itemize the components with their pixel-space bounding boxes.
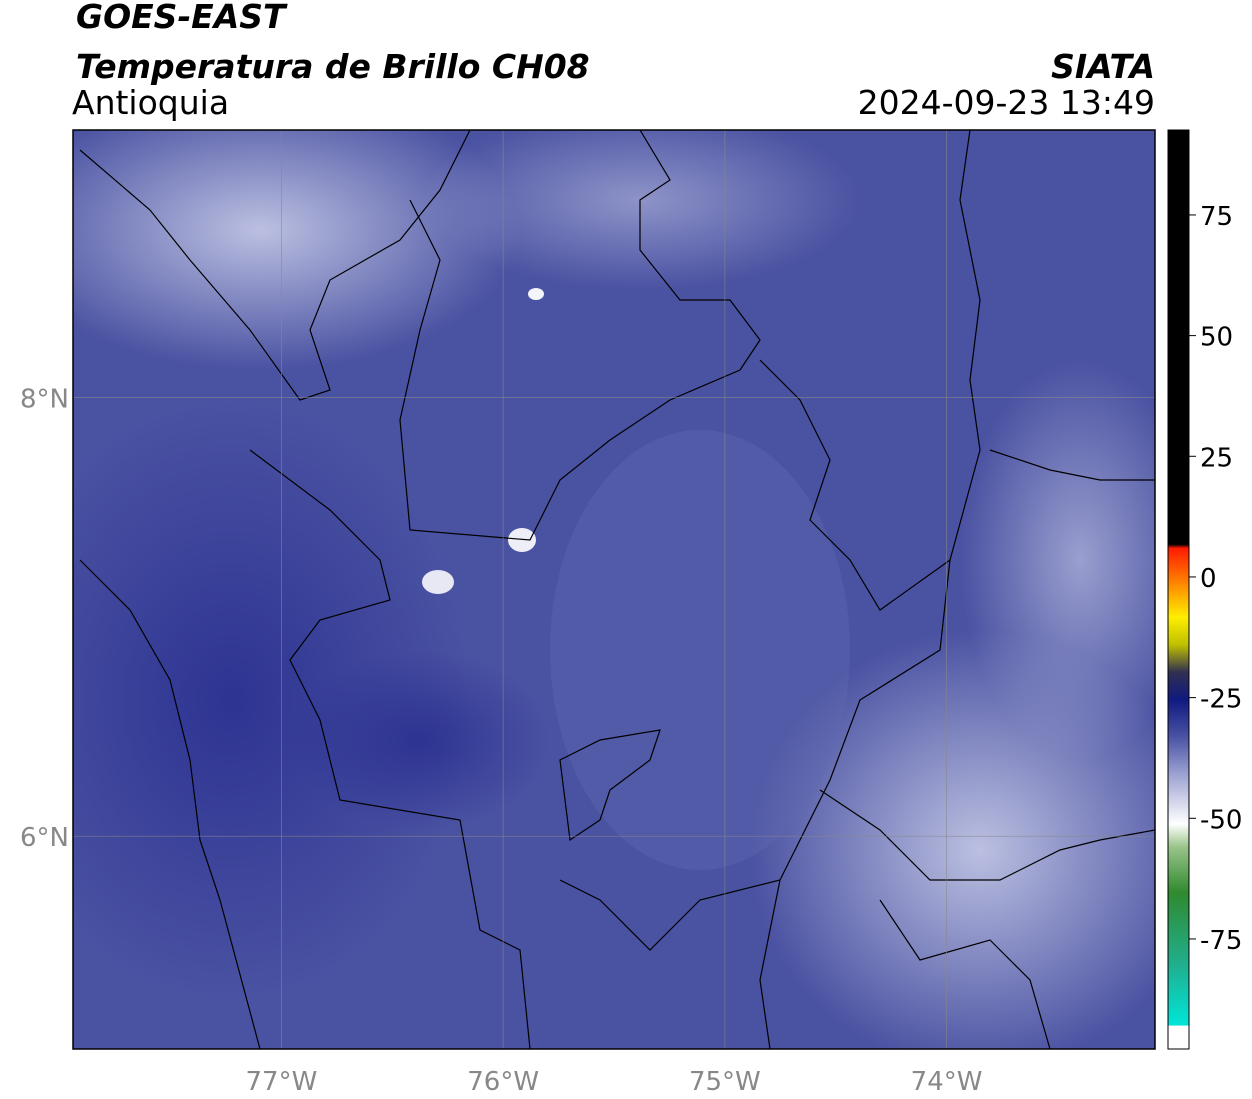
- map-image: [73, 130, 1155, 1049]
- x-tick-label: 76°W: [467, 1067, 539, 1097]
- colorbar-tick-label: 25: [1200, 443, 1233, 473]
- region: Antioquia: [72, 83, 229, 122]
- colorbar-tick-label: 75: [1200, 202, 1233, 232]
- colorbar-tick-label: 0: [1200, 564, 1217, 594]
- x-tick-label: 77°W: [246, 1067, 318, 1097]
- title: GOES-EAST: [76, 0, 288, 36]
- y-tick-label: 8°N: [20, 385, 69, 415]
- x-tick-label: 75°W: [689, 1067, 761, 1097]
- map-frame: [72, 129, 1156, 1050]
- product: Temperatura de Brillo CH08: [76, 47, 590, 86]
- x-tick-label: 74°W: [911, 1067, 983, 1097]
- colorbar: [1167, 129, 1190, 1050]
- colorbar-tick-label: 50: [1200, 323, 1233, 353]
- graticule: [73, 130, 1155, 1049]
- colorbar-tick-label: -75: [1200, 926, 1242, 956]
- timestamp: 2024-09-23 13:49: [858, 83, 1155, 122]
- colorbar-tick-label: -25: [1200, 685, 1242, 715]
- y-tick-label: 6°N: [20, 823, 69, 853]
- colorbar-tick-label: -50: [1200, 805, 1242, 835]
- source: SIATA: [1051, 47, 1155, 86]
